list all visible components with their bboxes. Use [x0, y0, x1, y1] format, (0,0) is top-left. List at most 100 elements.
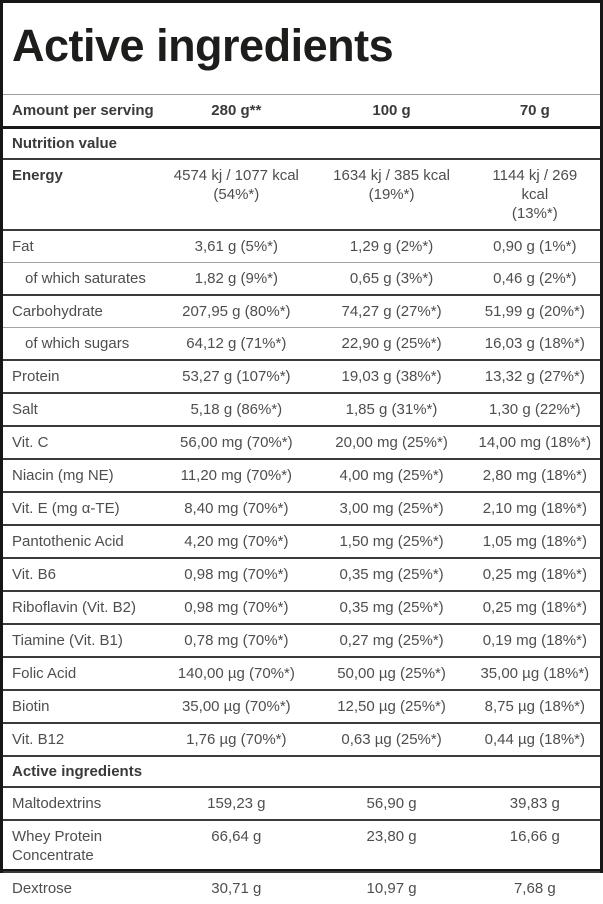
- row-label: Dextrose: [3, 871, 159, 904]
- cell-value: 23,80 g: [313, 819, 469, 872]
- cell-value: 66,64 g: [158, 819, 314, 872]
- table-header-row: Amount per serving 280 g** 100 g 70 g: [3, 95, 600, 129]
- table-row: Folic Acid 140,00 µg (70%*) 50,00 µg (25%*…: [3, 656, 600, 690]
- cell-value: 16,66 g: [468, 819, 600, 872]
- table-row: Riboflavin (Vit. B2) 0,98 mg (70%*) 0,35 m…: [3, 590, 600, 624]
- cell-value: 1,85 g (31%*): [313, 392, 469, 426]
- cell-value: 8,40 mg (70%*): [158, 491, 314, 525]
- cell-value: 0,25 mg (18%*): [468, 557, 600, 591]
- table-row: Biotin 35,00 µg (70%*) 12,50 µg (25%*) 8,75…: [3, 689, 600, 723]
- cell-value: 56,00 mg (70%*): [158, 425, 314, 459]
- table-row: Pantothenic Acid 4,20 mg (70%*) 1,50 mg (2…: [3, 524, 600, 558]
- cell-value: 20,00 mg (25%*): [313, 425, 469, 459]
- col-header-serving-100g: 100 g: [313, 95, 469, 129]
- title-bar: Active ingredients: [3, 3, 600, 95]
- cell-value: 1,29 g (2%*): [313, 229, 469, 263]
- cell-value: 0,35 mg (25%*): [313, 590, 469, 624]
- cell-value: 10,97 g: [313, 871, 469, 904]
- page-title: Active ingredients: [12, 19, 394, 71]
- cell-value: 0,44 µg (18%*): [468, 722, 600, 756]
- cell-value: 1,05 mg (18%*): [468, 524, 600, 558]
- cell-value: 19,03 g (38%*): [313, 359, 469, 393]
- cell-value: 35,00 µg (70%*): [158, 689, 314, 723]
- row-label: Vit. B6: [3, 557, 159, 591]
- row-label: Salt: [3, 392, 159, 426]
- table-row: Dextrose 30,71 g 10,97 g 7,68 g: [3, 871, 600, 904]
- row-label: Vit. C: [3, 425, 159, 459]
- cell-value: 5,18 g (86%*): [158, 392, 314, 426]
- table-row: Carbohydrate 207,95 g (80%*) 74,27 g (27%*…: [3, 294, 600, 328]
- cell-value: 7,68 g: [468, 871, 600, 904]
- cell-value: 74,27 g (27%*): [313, 294, 469, 328]
- cell-value: 0,63 µg (25%*): [313, 722, 469, 756]
- cell-value: 2,10 mg (18%*): [468, 491, 600, 525]
- table-row: Vit. E (mg α-TE) 8,40 mg (70%*) 3,00 mg (2…: [3, 491, 600, 525]
- table-row: Energy 4574 kj / 1077 kcal (54%*) 1634 kj …: [3, 158, 600, 230]
- cell-value: 1,30 g (22%*): [468, 392, 600, 426]
- cell-value: 4,20 mg (70%*): [158, 524, 314, 558]
- row-label: Riboflavin (Vit. B2): [3, 590, 159, 624]
- cell-value: 12,50 µg (25%*): [313, 689, 469, 723]
- table-row: Tiamine (Vit. B1) 0,78 mg (70%*) 0,27 mg (…: [3, 623, 600, 657]
- cell-value: 207,95 g (80%*): [158, 294, 314, 328]
- table-row: Vit. B12 1,76 µg (70%*) 0,63 µg (25%*) 0,44…: [3, 722, 600, 756]
- cell-value: 3,61 g (5%*): [158, 229, 314, 263]
- section-header-row: Active ingredients: [3, 755, 600, 787]
- cell-value: 2,80 mg (18%*): [468, 458, 600, 492]
- col-header-amount-per-serving: Amount per serving: [3, 95, 159, 129]
- row-label: Energy: [3, 158, 159, 230]
- cell-value: 0,65 g (3%*): [313, 262, 469, 295]
- row-label: Pantothenic Acid: [3, 524, 159, 558]
- cell-value: 0,35 mg (25%*): [313, 557, 469, 591]
- cell-value: 1,82 g (9%*): [158, 262, 314, 295]
- table-row: Maltodextrins 159,23 g 56,90 g 39,83 g: [3, 786, 600, 820]
- section-header-label: Nutrition value: [12, 135, 118, 152]
- cell-value: 16,03 g (18%*): [468, 327, 600, 360]
- cell-value: 11,20 mg (70%*): [158, 458, 314, 492]
- cell-value: 35,00 µg (18%*): [468, 656, 600, 690]
- cell-value: 0,98 mg (70%*): [158, 590, 314, 624]
- row-label: Maltodextrins: [3, 786, 159, 820]
- table-row: Vit. C 56,00 mg (70%*) 20,00 mg (25%*) 14,0…: [3, 425, 600, 459]
- cell-value: 39,83 g: [468, 786, 600, 820]
- row-label: of which saturates: [3, 262, 159, 295]
- cell-value: 0,27 mg (25%*): [313, 623, 469, 657]
- table-row: Vit. B6 0,98 mg (70%*) 0,35 mg (25%*) 0,25 …: [3, 557, 600, 591]
- table-row: Whey Protein Concentrate 66,64 g 23,80 g 16…: [3, 819, 600, 872]
- cell-value: 22,90 g (25%*): [313, 327, 469, 360]
- row-label: Carbohydrate: [3, 294, 159, 328]
- row-label: Niacin (mg NE): [3, 458, 159, 492]
- cell-value: 30,71 g: [158, 871, 314, 904]
- cell-value: 4,00 mg (25%*): [313, 458, 469, 492]
- col-header-serving-280g: 280 g**: [158, 95, 314, 129]
- cell-value: 51,99 g (20%*): [468, 294, 600, 328]
- row-label: Fat: [3, 229, 159, 263]
- section-header-row: Nutrition value: [3, 128, 600, 160]
- cell-value: 53,27 g (107%*): [158, 359, 314, 393]
- cell-value: 0,78 mg (70%*): [158, 623, 314, 657]
- cell-value: 64,12 g (71%*): [158, 327, 314, 360]
- table-row: of which saturates 1,82 g (9%*) 0,65 g (3%…: [3, 262, 600, 295]
- table-row: Fat 3,61 g (5%*) 1,29 g (2%*) 0,90 g (1%*): [3, 229, 600, 263]
- cell-value: 0,25 mg (18%*): [468, 590, 600, 624]
- cell-value: 0,90 g (1%*): [468, 229, 600, 263]
- nutrition-table: Amount per serving 280 g** 100 g 70 g Nu…: [3, 95, 600, 904]
- table-row: Niacin (mg NE) 11,20 mg (70%*) 4,00 mg (25…: [3, 458, 600, 492]
- section-header-label: Active ingredients: [3, 755, 600, 787]
- cell-value: 0,46 g (2%*): [468, 262, 600, 295]
- row-label: Whey Protein Concentrate: [3, 819, 159, 872]
- row-label: of which sugars: [3, 327, 159, 360]
- table-row: Protein 53,27 g (107%*) 19,03 g (38%*) 13,3…: [3, 359, 600, 393]
- cell-value: 14,00 mg (18%*): [468, 425, 600, 459]
- table-row: of which sugars 64,12 g (71%*) 22,90 g (25…: [3, 327, 600, 360]
- cell-value: 1144 kj / 269 kcal (13%*): [468, 158, 600, 230]
- cell-value: 140,00 µg (70%*): [158, 656, 314, 690]
- cell-value: 1,50 mg (25%*): [313, 524, 469, 558]
- row-label: Vit. B12: [3, 722, 159, 756]
- row-label: Biotin: [3, 689, 159, 723]
- cell-value: 3,00 mg (25%*): [313, 491, 469, 525]
- cell-value: 0,98 mg (70%*): [158, 557, 314, 591]
- row-label: Protein: [3, 359, 159, 393]
- cell-value: 8,75 µg (18%*): [468, 689, 600, 723]
